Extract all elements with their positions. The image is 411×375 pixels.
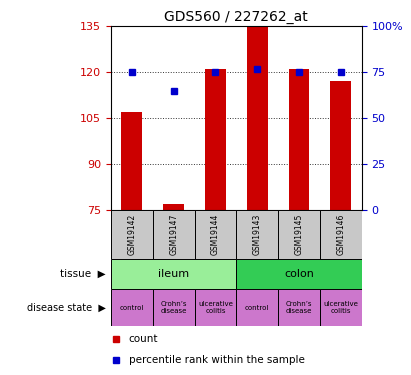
Bar: [194, 289, 236, 326]
Bar: [289, 69, 309, 210]
Bar: [278, 289, 320, 326]
Bar: [236, 210, 278, 259]
Bar: [163, 204, 184, 210]
Bar: [320, 210, 362, 259]
Bar: [278, 210, 320, 259]
Bar: [247, 26, 268, 210]
Text: GSM19145: GSM19145: [295, 214, 303, 255]
Bar: [330, 81, 351, 210]
Bar: [153, 289, 194, 326]
Text: percentile rank within the sample: percentile rank within the sample: [129, 355, 305, 365]
Bar: [153, 210, 194, 259]
Text: colon: colon: [284, 269, 314, 279]
Bar: [205, 69, 226, 210]
Text: ileum: ileum: [158, 269, 189, 279]
Bar: [121, 112, 142, 210]
Text: ulcerative
colitis: ulcerative colitis: [323, 301, 358, 314]
Bar: [194, 210, 236, 259]
Text: disease state  ▶: disease state ▶: [27, 303, 106, 312]
Text: ulcerative
colitis: ulcerative colitis: [198, 301, 233, 314]
Bar: [236, 259, 362, 289]
Text: GSM19143: GSM19143: [253, 214, 262, 255]
Text: GSM19142: GSM19142: [127, 214, 136, 255]
Bar: [111, 289, 153, 326]
Bar: [320, 289, 362, 326]
Text: count: count: [129, 334, 158, 344]
Text: GSM19147: GSM19147: [169, 214, 178, 255]
Text: Crohn’s
disease: Crohn’s disease: [160, 301, 187, 314]
Text: Crohn’s
disease: Crohn’s disease: [286, 301, 312, 314]
Text: GSM19144: GSM19144: [211, 214, 220, 255]
Text: control: control: [245, 304, 269, 310]
Bar: [236, 289, 278, 326]
Bar: [111, 259, 236, 289]
Title: GDS560 / 227262_at: GDS560 / 227262_at: [164, 10, 308, 24]
Bar: [111, 210, 153, 259]
Text: GSM19146: GSM19146: [336, 214, 345, 255]
Text: control: control: [120, 304, 144, 310]
Text: tissue  ▶: tissue ▶: [60, 269, 106, 279]
